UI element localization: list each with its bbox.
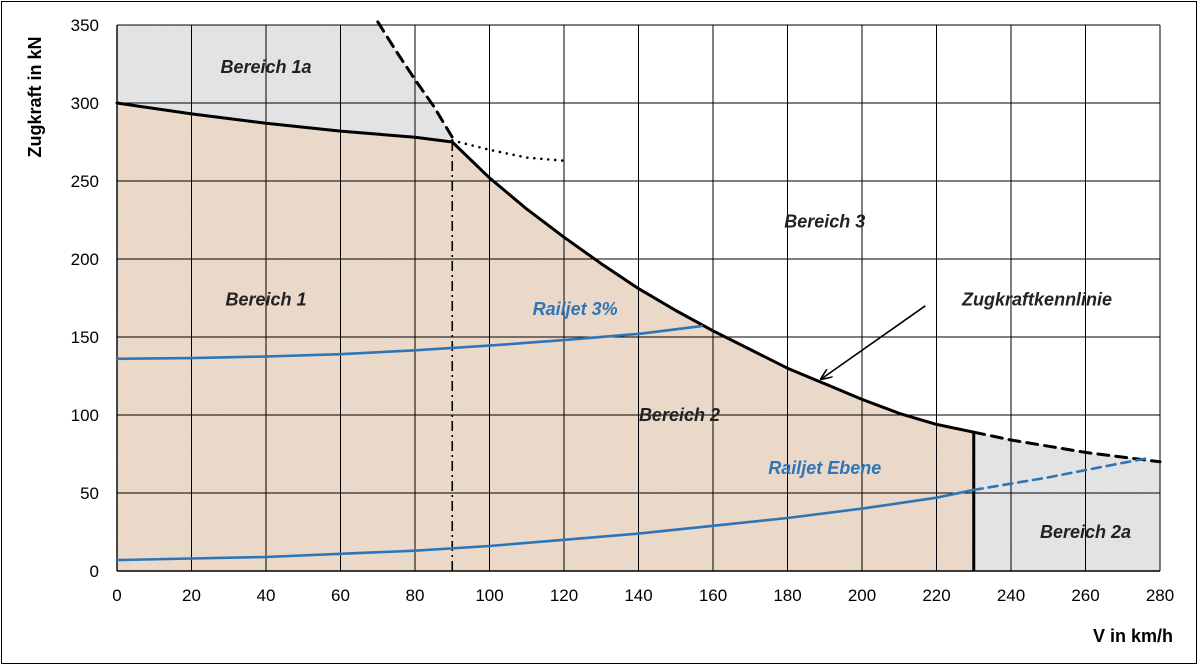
region-label: Bereich 1 xyxy=(225,290,306,310)
series-label: Railjet Ebene xyxy=(768,458,881,478)
x-tick-label: 280 xyxy=(1146,586,1174,605)
x-tick-label: 180 xyxy=(773,586,801,605)
series-line xyxy=(115,101,976,434)
x-tick-label: 40 xyxy=(257,586,276,605)
chart-labels: Bereich 1a Bereich 1 Bereich 2 Bereich 2a Be… xyxy=(220,57,1131,542)
x-tick-label: 20 xyxy=(182,586,201,605)
region-label: Bereich 1a xyxy=(220,57,311,77)
y-tick-label: 50 xyxy=(80,484,99,503)
x-tick-label: 60 xyxy=(331,586,350,605)
y-tick-label: 300 xyxy=(71,94,99,113)
x-tick-label: 120 xyxy=(550,586,578,605)
annotation-arrow xyxy=(821,305,926,379)
series-line xyxy=(972,457,1147,492)
x-tick-label: 220 xyxy=(922,586,950,605)
y-tick-label: 150 xyxy=(71,328,99,347)
region-1a-area xyxy=(117,25,453,142)
x-tick-label: 240 xyxy=(997,586,1025,605)
series-line xyxy=(376,20,454,139)
x-tick-label: 0 xyxy=(112,586,121,605)
x-tick-label: 80 xyxy=(406,586,425,605)
x-tick-label: 200 xyxy=(848,586,876,605)
annotation-label: Zugkraftkennlinie xyxy=(961,290,1112,310)
region-label: Bereich 2 xyxy=(639,405,720,425)
y-tick-label: 250 xyxy=(71,172,99,191)
x-tick-label: 140 xyxy=(624,586,652,605)
series-lines xyxy=(115,20,1162,571)
y-tick-label: 0 xyxy=(90,562,99,581)
region-label: Bereich 2a xyxy=(1040,522,1131,542)
series-line xyxy=(115,324,704,361)
series-line xyxy=(115,488,976,562)
grid-lines xyxy=(116,24,1161,572)
series-label: Railjet 3% xyxy=(533,299,618,319)
x-tick-label: 260 xyxy=(1071,586,1099,605)
y-tick-label: 350 xyxy=(71,16,99,35)
x-axis-title: V in km/h xyxy=(1093,626,1173,646)
y-tick-label: 100 xyxy=(71,406,99,425)
series-line xyxy=(972,430,1162,464)
y-tick-label: 200 xyxy=(71,250,99,269)
region-label: Bereich 3 xyxy=(784,212,865,232)
x-tick-label: 100 xyxy=(475,586,503,605)
y-axis-title: Zugkraft in kN xyxy=(25,36,45,157)
region-2a-area xyxy=(973,432,1160,571)
x-tick-label: 160 xyxy=(699,586,727,605)
tick-labels: 0 20 40 60 80 100 120 140 160 180 200 220 240 260 280 0… xyxy=(71,16,1175,605)
